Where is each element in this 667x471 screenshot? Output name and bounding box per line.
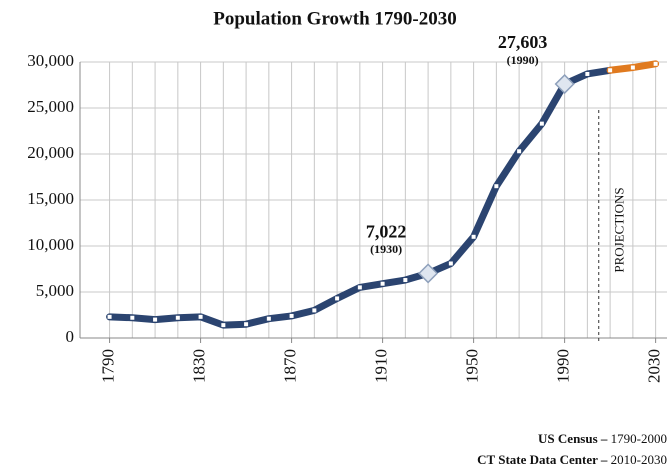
y-tick-label: 25,000 [27, 97, 74, 116]
point [539, 121, 544, 126]
y-tick-label: 30,000 [27, 51, 74, 70]
annotation-year: (1930) [370, 242, 402, 256]
annotation-year: (1990) [507, 53, 539, 67]
y-tick-label: 10,000 [27, 235, 74, 254]
x-tick-label: 1950 [463, 349, 482, 383]
projection-label: PROJECTIONS [612, 187, 627, 272]
x-tick-label: 2030 [645, 349, 664, 383]
point [130, 315, 135, 320]
point [175, 315, 180, 320]
annotation-value: 7,022 [366, 222, 407, 242]
annotation-value: 27,603 [498, 32, 548, 52]
point [494, 184, 499, 189]
source-range: 2010-2030 [611, 452, 667, 467]
point [448, 261, 453, 266]
source-note: US Census – 1790-2000 [538, 431, 667, 446]
highlight-marker [554, 73, 575, 95]
source-note: CT State Data Center – 2010-2030 [477, 452, 667, 467]
point [471, 234, 476, 239]
point [653, 61, 658, 66]
source-range: 1790-2000 [611, 431, 667, 446]
point [244, 322, 249, 327]
x-tick-label: 1830 [189, 349, 208, 383]
x-tick-label: 1990 [554, 349, 573, 383]
point [630, 65, 635, 70]
chart-title: Population Growth 1790-2030 [213, 8, 457, 29]
point [266, 316, 271, 321]
y-tick-label: 20,000 [27, 143, 74, 162]
point [107, 314, 112, 319]
point [357, 285, 362, 290]
point [380, 281, 385, 286]
point [403, 278, 408, 283]
x-tick-label: 1790 [98, 349, 117, 383]
y-tick-label: 0 [66, 327, 75, 346]
y-tick-label: 15,000 [27, 189, 74, 208]
source-name: CT State Data Center – [477, 452, 608, 467]
point [289, 313, 294, 318]
point [312, 308, 317, 313]
x-tick-label: 1870 [280, 349, 299, 383]
x-tick-label: 1910 [372, 349, 391, 383]
point [517, 149, 522, 154]
point [153, 317, 158, 322]
y-tick-label: 5,000 [36, 281, 74, 300]
source-name: US Census – [538, 431, 608, 446]
highlight-marker [418, 263, 439, 284]
point [221, 323, 226, 328]
point [608, 68, 613, 73]
point [585, 71, 590, 76]
point [198, 314, 203, 319]
point [335, 296, 340, 301]
